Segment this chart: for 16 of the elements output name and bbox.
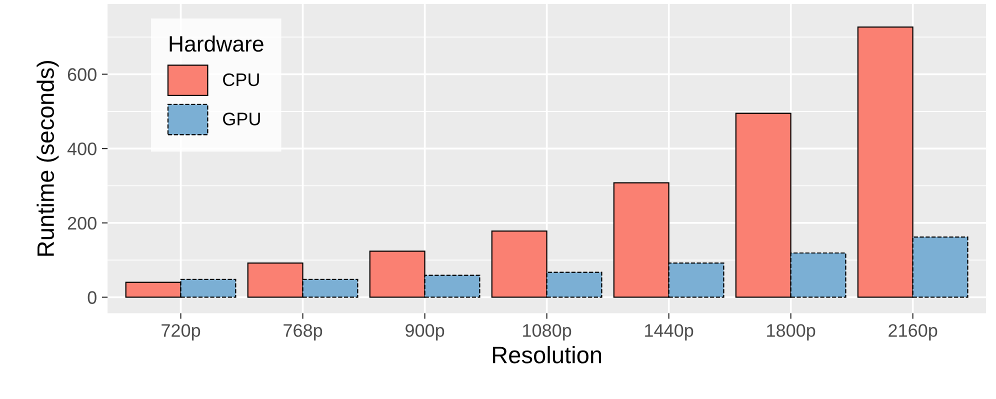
legend-label: CPU (223, 73, 259, 86)
x-tick-label: 900p (406, 324, 444, 340)
x-tick-label: 768p (284, 324, 322, 340)
x-tick-label: 2160p (888, 324, 938, 340)
y-axis-title: Runtime (seconds) (36, 60, 59, 256)
y-tick-label: 200 (68, 216, 96, 230)
legend-title: Hardware (170, 35, 264, 52)
y-tick-label: 600 (68, 68, 96, 81)
x-tick-label: 720p (162, 324, 200, 340)
legend-label: GPU (223, 112, 260, 126)
y-tick-label: 400 (67, 142, 96, 156)
x-tick-label: 1080p (523, 324, 572, 340)
x-axis-title: Resolution (492, 346, 602, 364)
x-tick-label: 1800p (767, 324, 816, 340)
y-tick-label: 0 (88, 291, 96, 304)
x-tick-label: 1440p (645, 324, 694, 340)
